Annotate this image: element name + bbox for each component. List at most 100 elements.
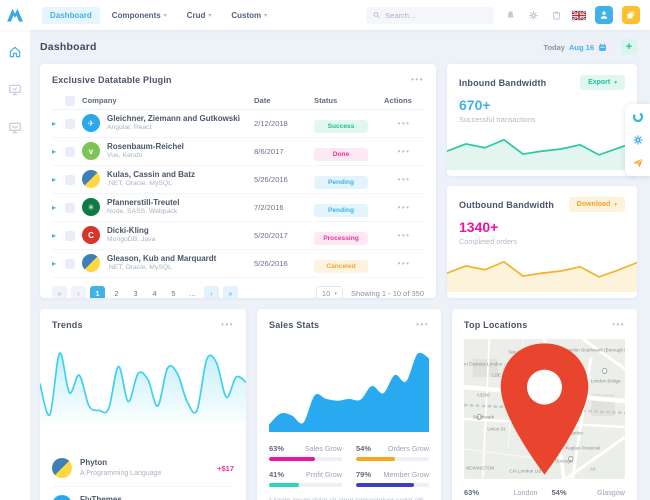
bell-icon[interactable]: [503, 8, 517, 22]
screen-chart-icon[interactable]: [7, 120, 23, 136]
gear-icon[interactable]: [526, 8, 540, 22]
row-actions-button[interactable]: •••: [384, 259, 424, 268]
map-label: Southwark: [472, 414, 495, 420]
row-expand-icon[interactable]: ▸: [52, 147, 57, 156]
table-row[interactable]: ▸ v Rosenbaum-Reichel Vue, Kendo 8/6/2017 Don…: [52, 138, 424, 166]
pagination-first[interactable]: «: [52, 286, 67, 298]
company-tech: Vue, Kendo: [107, 152, 143, 160]
sales-title: Sales Stats: [269, 320, 320, 330]
outbound-caption: Completed orders: [459, 237, 517, 246]
pagination-prev[interactable]: ‹: [71, 286, 86, 298]
date-cell: 7/2/2016: [254, 203, 284, 212]
column-date: Date: [254, 96, 271, 105]
pagination-last[interactable]: »: [223, 286, 238, 298]
chef-icon: C: [82, 226, 100, 245]
screen-check-icon[interactable]: [7, 82, 23, 98]
row-actions-button[interactable]: •••: [384, 203, 424, 212]
date-cell: 2/12/2018: [254, 119, 288, 128]
progress-header: 63% London: [464, 488, 538, 497]
showing-label: Showing 1 - 10 of 350: [351, 289, 424, 298]
map-label: Borough: [555, 458, 573, 464]
nav-item-crud[interactable]: Crud ▾: [179, 7, 220, 24]
telegram-icon: ✈: [52, 495, 72, 500]
pagination-next[interactable]: ›: [204, 286, 219, 298]
row-expand-icon[interactable]: ▸: [52, 175, 57, 184]
progress-percent: 79%: [356, 470, 372, 479]
user-avatar-button[interactable]: [595, 6, 613, 24]
company-name: Pfannerstill-Treutel: [107, 198, 180, 208]
chevron-down-icon: ▾: [208, 12, 212, 19]
row-actions-button[interactable]: •••: [384, 147, 424, 156]
trends-menu-button[interactable]: •••: [221, 320, 234, 329]
map[interactable]: Tate Modern GalleryPremier Inn London So…: [464, 339, 625, 479]
row-actions-button[interactable]: •••: [384, 119, 424, 128]
row-checkbox[interactable]: [65, 258, 75, 269]
sales-menu-button[interactable]: •••: [416, 320, 429, 329]
status-badge: Canceled: [314, 259, 368, 273]
main-menu: Dashboard Components ▾ Crud ▾ Custom ▾: [42, 6, 275, 24]
row-expand-icon[interactable]: ▸: [52, 203, 57, 212]
status-badge: Done: [314, 147, 368, 161]
table-row[interactable]: ▸ Kulas, Cassin and Batz .NET, Oracle, MyS…: [52, 166, 424, 194]
row-checkbox[interactable]: [65, 174, 75, 185]
theme-icon[interactable]: [631, 110, 645, 124]
column-actions: Actions: [384, 96, 412, 105]
add-button[interactable]: +: [621, 39, 637, 55]
pagination-page-5[interactable]: 5: [171, 289, 176, 298]
progress-header: 79% Member Grow: [356, 470, 429, 479]
uk-flag-icon[interactable]: [572, 8, 586, 22]
nav-item-custom[interactable]: Custom ▾: [223, 7, 275, 24]
cart-icon[interactable]: [549, 8, 563, 22]
datatable: Company Date Status Actions ▸ ✈ Gleichner,…: [52, 92, 424, 278]
pagination-page-2[interactable]: 2: [114, 289, 119, 298]
column-status: Status: [314, 96, 338, 105]
export-button[interactable]: Export ▾: [580, 75, 625, 90]
trend-list-item[interactable]: ✈ FlyThemesA Let's Fly Fast Again Languag…: [52, 487, 234, 500]
starbucks-icon: ✳: [82, 198, 100, 217]
table-row[interactable]: ▸ C Dicki-Kling MongoDB, Java 5/20/2017 Proce…: [52, 222, 424, 250]
date-picker-button[interactable]: Today Aug 16: [536, 39, 614, 55]
locations-menu-button[interactable]: •••: [612, 320, 625, 329]
datatable-menu-button[interactable]: •••: [411, 75, 424, 84]
trend-list-item[interactable]: Phyton A Programming Language +$17: [52, 450, 234, 487]
apps-button[interactable]: [622, 6, 640, 24]
settings-gear-icon[interactable]: [631, 133, 645, 147]
map-pin-icon[interactable]: [464, 339, 625, 479]
app-logo[interactable]: [0, 0, 30, 30]
per-page-select[interactable]: 10 ▾: [315, 286, 344, 298]
company-info: Dicki-Kling MongoDB, Java: [107, 226, 155, 244]
row-checkbox[interactable]: [65, 230, 75, 241]
row-checkbox[interactable]: [65, 146, 75, 157]
pagination-page-1[interactable]: 1: [90, 286, 105, 298]
pagination-page-3[interactable]: 3: [133, 289, 138, 298]
row-actions-button[interactable]: •••: [384, 231, 424, 240]
nav-item-dashboard[interactable]: Dashboard: [42, 6, 100, 24]
pagination-page-4[interactable]: 4: [152, 289, 157, 298]
table-row[interactable]: ▸ ✈ Gleichner, Ziemann and Gutkowski Angula…: [52, 110, 424, 138]
row-checkbox[interactable]: [65, 202, 75, 213]
row-expand-icon[interactable]: ▸: [52, 119, 57, 128]
windows-icon: [627, 11, 635, 19]
select-all-checkbox[interactable]: [65, 95, 75, 106]
download-button[interactable]: Download ▾: [568, 197, 625, 212]
search-input[interactable]: [385, 10, 487, 20]
progress-track: [356, 483, 429, 487]
status-cell: Pending: [314, 199, 384, 217]
table-row[interactable]: ▸ ✳ Pfannerstill-Treutel Node, SASS, Webpac…: [52, 194, 424, 222]
row-expand-icon[interactable]: ▸: [52, 259, 57, 268]
home-icon[interactable]: [7, 44, 23, 60]
company-info: Rosenbaum-Reichel Vue, Kendo: [107, 142, 184, 160]
row-checkbox[interactable]: [65, 118, 75, 129]
send-plane-icon[interactable]: [631, 156, 645, 170]
trends-title: Trends: [52, 320, 83, 330]
icon-sidebar: [0, 30, 30, 500]
search-box: [366, 6, 494, 24]
locations-title: Top Locations: [464, 320, 528, 330]
nav-item-components[interactable]: Components ▾: [104, 7, 175, 24]
table-row[interactable]: ▸ Gleason, Kub and Marquardt .NET, Oracle,…: [52, 250, 424, 278]
row-actions-button[interactable]: •••: [384, 175, 424, 184]
company-cell: ✳ Pfannerstill-Treutel Node, SASS, Webpack: [82, 198, 254, 217]
row-expand-icon[interactable]: ▸: [52, 231, 57, 240]
python-icon: [82, 254, 100, 273]
